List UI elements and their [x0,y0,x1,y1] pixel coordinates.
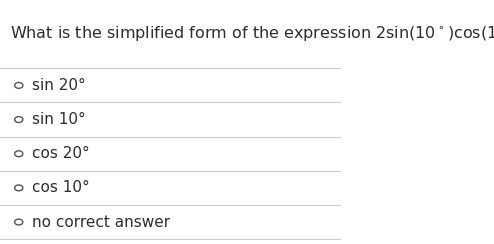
Text: no correct answer: no correct answer [33,214,170,230]
Text: What is the simplified form of the expression $2\sin(10^\circ)\cos(10^\circ)$?: What is the simplified form of the expre… [10,24,494,43]
Text: sin 10°: sin 10° [33,112,86,127]
Text: cos 20°: cos 20° [33,146,90,161]
Text: cos 10°: cos 10° [33,180,90,195]
Text: sin 20°: sin 20° [33,78,86,93]
